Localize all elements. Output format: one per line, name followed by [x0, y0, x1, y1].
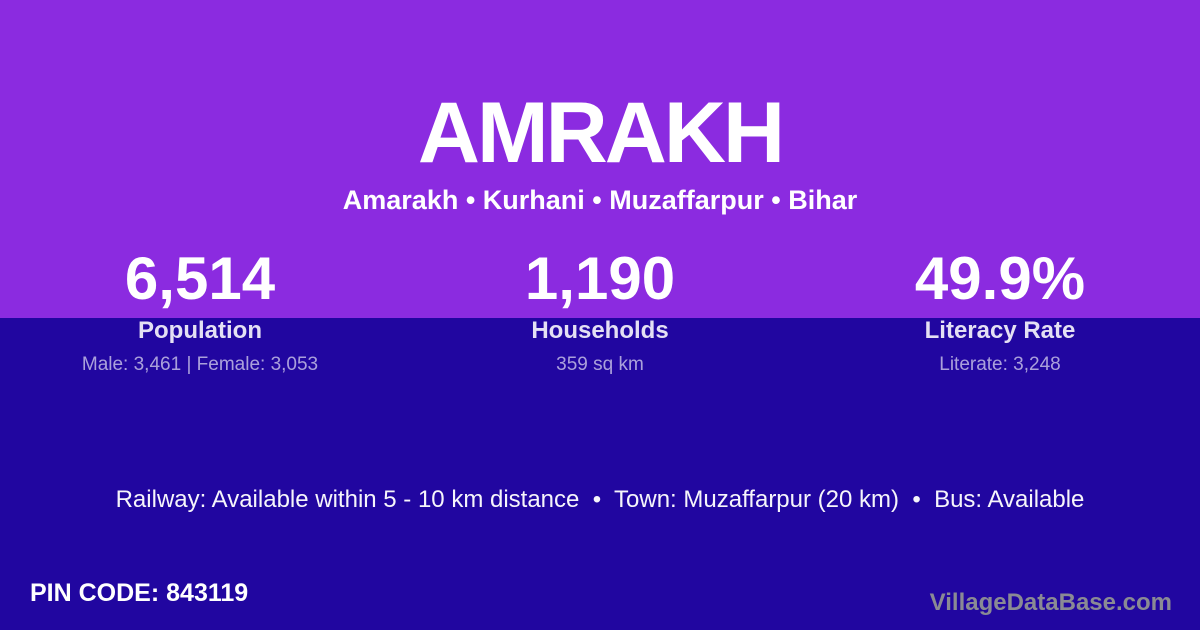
- village-title: AMRAKH: [417, 85, 785, 181]
- pin-code-label: PIN CODE:: [30, 579, 160, 607]
- literacy-value: 49.9%: [914, 245, 1086, 312]
- top-background-band: [0, 0, 1200, 318]
- pin-code: PIN CODE: 843119: [30, 578, 248, 608]
- households-label: Households: [531, 317, 669, 344]
- village-breadcrumb: Amarakh • Kurhani • Muzaffarpur • Bihar: [342, 185, 858, 215]
- stats-row: 6,514 Population Male: 3,461 | Female: 3…: [0, 248, 1200, 376]
- population-label: Population: [138, 317, 262, 344]
- literacy-detail: Literate: 3,248: [939, 354, 1061, 375]
- watermark-brand: VillageDataBase.com: [929, 589, 1172, 616]
- stat-population: 6,514 Population Male: 3,461 | Female: 3…: [0, 248, 400, 376]
- population-value: 6,514: [124, 245, 276, 312]
- stat-households: 1,190 Households 359 sq km: [400, 248, 800, 376]
- pin-code-value: 843119: [166, 579, 249, 607]
- population-detail: Male: 3,461 | Female: 3,053: [81, 354, 319, 375]
- transport-availability-line: Railway: Available within 5 - 10 km dist…: [115, 486, 1085, 513]
- stat-literacy-rate: 49.9% Literacy Rate Literate: 3,248: [800, 248, 1200, 376]
- literacy-label: Literacy Rate: [924, 317, 1076, 344]
- households-detail: 359 sq km: [556, 354, 644, 375]
- households-value: 1,190: [524, 245, 676, 312]
